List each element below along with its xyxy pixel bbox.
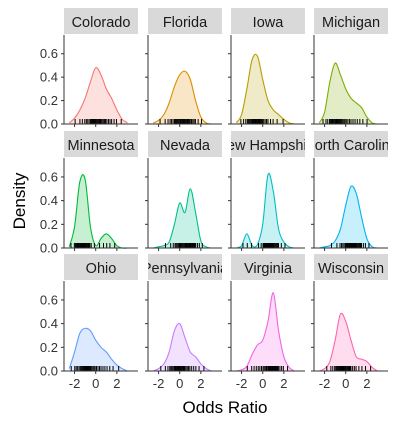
density-line	[153, 70, 212, 125]
facet-panel: Michigan	[311, 8, 388, 127]
facet-strip	[231, 254, 305, 280]
rug-marks	[164, 243, 203, 248]
rug-marks	[246, 366, 289, 371]
rug-marks	[330, 243, 370, 248]
facet-panel: North Carolina	[304, 131, 398, 251]
x-tick-label: 0	[342, 376, 349, 391]
facet-strip-label: New Hampshire	[216, 138, 319, 154]
facet-strip-label: Wisconsin	[318, 261, 384, 277]
facet-grid: Colorado 0.0 0.2 0.4 0.6 Florida Iowa Michigan M…	[40, 8, 398, 391]
density-area	[319, 185, 378, 248]
y-tick-label: 0.0	[40, 117, 58, 132]
density-line	[319, 312, 378, 372]
density-line	[235, 53, 295, 125]
y-tick-label: 0.4	[40, 316, 58, 331]
x-tick-label: 2	[363, 376, 370, 391]
facet-strip	[314, 254, 388, 280]
density-area	[153, 188, 212, 248]
facet-panel: Nevada	[145, 131, 222, 251]
facet-panel: Iowa	[228, 8, 305, 127]
facet-strip-label: Nevada	[160, 138, 211, 154]
facet-strip	[148, 131, 222, 157]
facet-panel: Florida	[145, 8, 222, 127]
density-area	[69, 174, 128, 249]
density-line	[68, 174, 128, 249]
facet-strip	[148, 8, 222, 34]
rug-marks	[70, 243, 116, 248]
facet-strip	[148, 254, 222, 280]
facet-strip-label: Colorado	[72, 15, 131, 31]
density-line	[153, 322, 212, 372]
facet-strip	[64, 131, 138, 157]
facet-strip-label: North Carolina	[304, 138, 398, 154]
facet-panel: Colorado 0.0 0.2 0.4 0.6	[40, 8, 138, 132]
facet-strip-label: Ohio	[86, 261, 117, 277]
density-line	[236, 172, 295, 249]
facet-strip-label: Virginia	[244, 261, 293, 277]
y-tick-label: 0.4	[40, 70, 58, 85]
facet-strip	[314, 131, 388, 157]
density-area	[236, 54, 295, 124]
x-tick-label: 2	[280, 376, 287, 391]
facet-strip	[231, 8, 305, 34]
facet-panel: New Hampshire	[216, 131, 319, 251]
rug-marks	[160, 366, 205, 371]
y-tick-label: 0.0	[40, 241, 58, 256]
density-line	[319, 185, 378, 249]
x-axis-title: Odds Ratio	[182, 398, 267, 417]
facet-strip-label: Pennsylvania	[142, 261, 229, 277]
x-tick-label: 0	[259, 376, 266, 391]
facet-panel: Minnesota 0.0 0.2 0.4 0.6	[40, 131, 138, 256]
y-tick-label: 0.6	[40, 46, 58, 61]
y-tick-label: 0.0	[40, 364, 58, 379]
rug-marks	[70, 366, 120, 371]
facet-strip	[64, 8, 138, 34]
x-tick-label: 2	[113, 376, 120, 391]
density-area	[319, 313, 378, 371]
y-tick-label: 0.2	[40, 93, 58, 108]
facet-panel: Pennsylvania -2 0 2	[142, 254, 229, 391]
density-line	[68, 67, 128, 124]
y-tick-label: 0.6	[40, 292, 58, 307]
density-line	[68, 327, 128, 372]
x-tick-label: -2	[236, 376, 248, 391]
x-tick-label: -2	[319, 376, 331, 391]
x-tick-label: 0	[176, 376, 183, 391]
facet-strip	[64, 254, 138, 280]
rug-marks	[326, 366, 372, 371]
density-area	[69, 67, 128, 124]
rug-marks	[242, 243, 286, 248]
facet-strip	[231, 131, 305, 157]
facet-strip	[314, 8, 388, 34]
facet-panel: Wisconsin -2 0 2	[311, 254, 388, 391]
facet-panel: Ohio -2 0 2 0.0 0.2 0.4 0.6	[40, 254, 138, 391]
density-area	[153, 71, 212, 124]
y-tick-label: 0.2	[40, 217, 58, 232]
facet-panel: Virginia -2 0 2	[228, 254, 305, 391]
rug-marks	[74, 119, 122, 124]
y-tick-label: 0.6	[40, 169, 58, 184]
facet-strip-label: Iowa	[253, 15, 285, 31]
rug-marks	[240, 119, 284, 124]
facet-strip-label: Minnesota	[68, 138, 136, 154]
facet-strip-label: Michigan	[322, 15, 380, 31]
y-axis-title: Density	[10, 172, 29, 229]
facet-strip-label: Florida	[163, 15, 208, 31]
x-tick-label: 0	[92, 376, 99, 391]
rug-marks	[159, 119, 203, 124]
x-tick-label: -2	[69, 376, 81, 391]
y-tick-label: 0.2	[40, 340, 58, 355]
x-tick-label: -2	[153, 376, 165, 391]
density-area	[319, 62, 378, 124]
y-tick-label: 0.4	[40, 193, 58, 208]
density-line	[153, 188, 212, 249]
density-area	[69, 328, 128, 371]
density-line	[236, 292, 295, 372]
rug-marks	[322, 119, 368, 124]
density-area	[236, 292, 295, 371]
density-line	[318, 62, 378, 125]
x-tick-label: 2	[197, 376, 204, 391]
density-area	[236, 173, 295, 248]
